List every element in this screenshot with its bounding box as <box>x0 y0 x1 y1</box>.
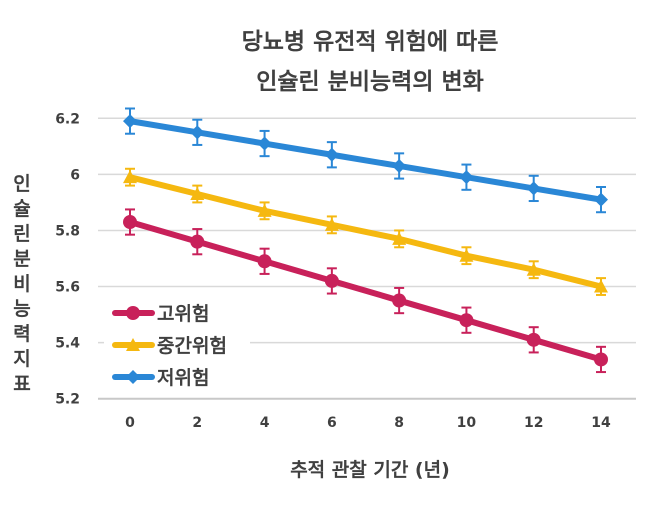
data-point <box>324 273 339 288</box>
data-point <box>392 293 407 308</box>
y-tick-label: 5.8 <box>55 223 80 239</box>
x-tick-label: 8 <box>394 415 404 431</box>
x-tick-label: 6 <box>327 415 337 431</box>
legend-marker <box>126 338 140 351</box>
data-point <box>459 248 474 262</box>
chart-title-line-1: 당뇨병 유전적 위험에 따른 <box>241 29 499 55</box>
data-point <box>190 187 205 201</box>
x-tick-label: 10 <box>457 415 477 431</box>
data-point <box>190 125 205 140</box>
data-point <box>190 234 205 249</box>
data-point <box>459 313 474 328</box>
x-tick-label: 14 <box>591 415 611 431</box>
chart-title-line-2: 인슐린 분비능력의 변화 <box>256 69 484 95</box>
data-point <box>257 136 272 151</box>
legend-label: 저위험 <box>157 367 209 389</box>
data-point <box>594 352 608 367</box>
data-point <box>257 203 272 217</box>
x-tick-label: 0 <box>125 415 135 431</box>
data-point <box>526 181 541 196</box>
data-point <box>324 217 339 231</box>
data-point <box>123 170 137 184</box>
x-tick-label: 4 <box>260 415 270 431</box>
data-point <box>123 114 137 129</box>
data-point <box>392 231 407 245</box>
y-tick-label: 5.2 <box>55 392 80 408</box>
legend-marker <box>126 306 140 320</box>
data-point <box>526 262 541 276</box>
legend-label: 중간위험 <box>157 335 227 357</box>
series-line <box>127 219 604 363</box>
series-line <box>127 118 604 203</box>
data-point <box>257 254 272 269</box>
y-tick-label: 5.4 <box>55 336 80 352</box>
data-point <box>594 279 608 293</box>
data-point <box>526 332 541 347</box>
data-point <box>324 147 339 162</box>
data-point <box>594 192 608 207</box>
legend-label: 고위험 <box>157 303 209 325</box>
y-axis-label: 인슐린 분비능력 지표 <box>13 173 38 395</box>
legend-marker <box>126 370 140 384</box>
x-axis-label: 추적 관찰 기간 (년) <box>290 459 450 481</box>
y-tick-label: 6 <box>70 167 80 183</box>
data-point <box>392 158 407 173</box>
x-tick-label: 12 <box>524 415 543 431</box>
series-line <box>127 174 604 290</box>
y-tick-label: 5.6 <box>55 280 80 296</box>
data-point <box>123 215 137 230</box>
data-point <box>459 170 474 185</box>
y-tick-label: 6.2 <box>55 111 80 127</box>
x-tick-label: 2 <box>192 415 202 431</box>
